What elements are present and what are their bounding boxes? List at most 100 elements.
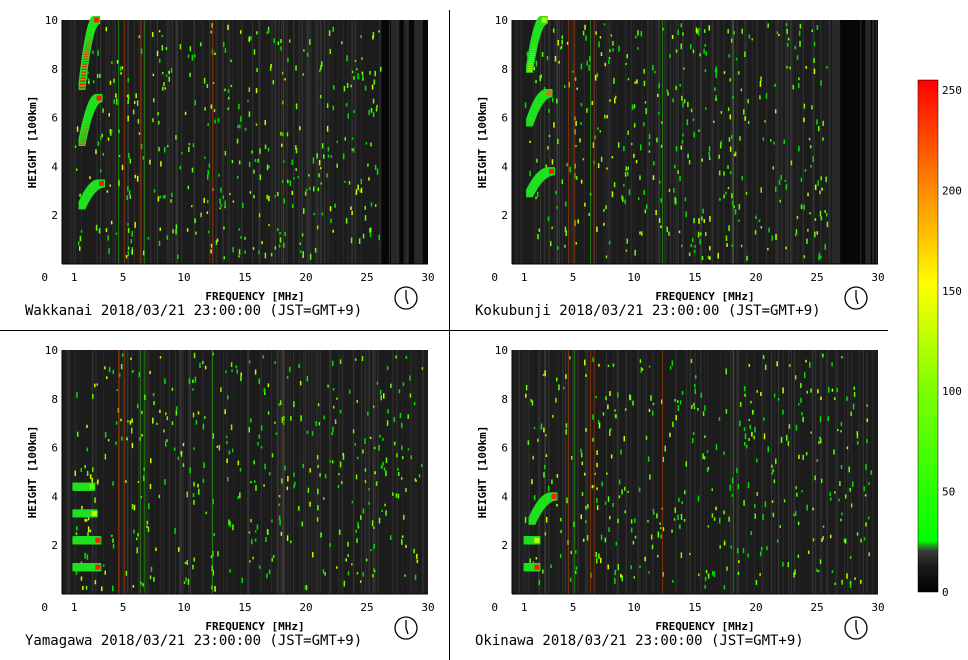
echo-dash xyxy=(675,415,677,421)
echo-dash xyxy=(529,170,531,177)
echo-dash xyxy=(680,244,683,248)
echo-dash xyxy=(806,390,808,394)
noise-column xyxy=(752,20,754,264)
echo-dash xyxy=(651,544,654,550)
echo-dash xyxy=(164,479,166,485)
noise-column xyxy=(630,350,632,594)
echo-dash xyxy=(555,397,557,403)
echo-dash xyxy=(610,454,613,459)
echo-dash xyxy=(763,433,766,440)
echo-dash xyxy=(653,511,655,515)
echo-dash xyxy=(773,479,776,484)
echo-dash xyxy=(664,445,666,452)
echo-dash xyxy=(582,538,585,542)
echo-dash xyxy=(254,538,257,542)
echo-dash xyxy=(249,191,252,194)
echo-dash xyxy=(627,490,629,493)
echo-dash xyxy=(385,510,387,516)
echo-dash xyxy=(361,71,364,75)
y-tick-label: 8 xyxy=(501,393,508,406)
echo-dash xyxy=(140,48,143,55)
echo-dash xyxy=(202,423,205,430)
echo-dash xyxy=(705,51,707,56)
echo-dash xyxy=(551,226,553,230)
echo-dash xyxy=(796,55,799,60)
noise-column xyxy=(391,350,393,594)
echo-dash xyxy=(580,63,583,70)
echo-dash xyxy=(659,522,661,525)
echo-dash xyxy=(413,401,416,406)
echo-dash xyxy=(351,70,354,74)
noise-column xyxy=(221,20,223,264)
echo-dash xyxy=(403,514,405,520)
echo-dash xyxy=(760,226,763,229)
echo-dash xyxy=(126,437,128,441)
cutoff-stripe xyxy=(867,20,871,264)
echo-dash xyxy=(640,367,642,373)
echo-dash xyxy=(368,177,370,181)
echo-dash xyxy=(704,435,706,438)
echo-dash xyxy=(697,495,700,502)
echo-dash xyxy=(707,573,710,576)
interference-line xyxy=(212,20,214,264)
echo-dash xyxy=(379,389,382,395)
echo-dash xyxy=(181,152,183,155)
echo-dash xyxy=(93,383,96,388)
echo-dash xyxy=(526,51,529,57)
echo-dash xyxy=(360,178,363,185)
noise-column xyxy=(826,350,828,594)
echo-dash xyxy=(826,221,829,228)
echo-dash xyxy=(255,88,258,94)
echo-dash xyxy=(369,70,371,75)
echo-dash xyxy=(700,392,703,398)
noise-column xyxy=(415,350,417,594)
echo-dash xyxy=(624,486,626,491)
noise-column xyxy=(736,20,738,264)
noise-column xyxy=(211,350,213,594)
x-tick-label: 10 xyxy=(627,271,640,284)
echo-dash xyxy=(87,526,90,533)
echo-dash xyxy=(158,147,160,152)
echo-dash xyxy=(248,161,251,168)
echo-dash xyxy=(301,233,304,237)
echo-dash xyxy=(136,547,138,554)
echo-dash xyxy=(147,526,150,533)
echo-dash xyxy=(127,223,129,226)
echo-dash xyxy=(317,464,319,468)
echo-dash xyxy=(782,387,784,394)
echo-dash xyxy=(187,578,190,585)
echo-dash xyxy=(95,149,97,155)
noise-column xyxy=(180,350,182,594)
echo-dash xyxy=(278,403,280,406)
echo-dash xyxy=(105,228,108,233)
echo-dash xyxy=(614,409,616,412)
echo-dash xyxy=(230,362,233,367)
echo-dash xyxy=(641,231,643,236)
echo-dash xyxy=(684,197,687,202)
echo-dash xyxy=(409,393,412,398)
echo-dash xyxy=(180,450,183,455)
echo-dash xyxy=(738,219,740,222)
echo-dash xyxy=(116,99,118,106)
x-origin-label: 0 xyxy=(491,271,498,284)
echo-dash xyxy=(794,569,796,575)
echo-dash xyxy=(658,83,660,89)
x-tick-label: 25 xyxy=(360,271,373,284)
echo-dash xyxy=(92,467,94,472)
echo-dash xyxy=(822,536,824,540)
echo-dash xyxy=(142,583,144,587)
echo-dash xyxy=(647,520,649,523)
noise-column xyxy=(300,350,302,594)
echo-dash xyxy=(584,24,586,30)
echo-dash xyxy=(831,570,834,573)
noise-column xyxy=(301,20,303,264)
noise-column xyxy=(792,350,794,594)
noise-column xyxy=(194,350,196,594)
cutoff-stripe xyxy=(396,20,400,264)
echo-dash xyxy=(825,212,828,217)
echo-dash xyxy=(206,211,209,214)
echo-dash xyxy=(306,52,309,57)
